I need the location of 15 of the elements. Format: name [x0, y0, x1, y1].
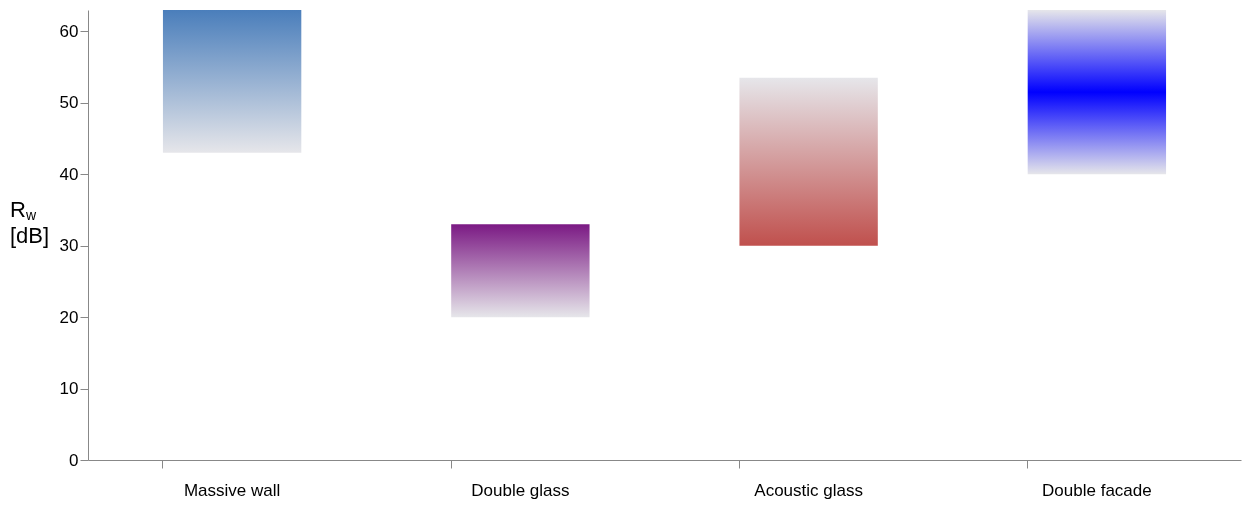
y-tick-label: 10	[59, 379, 79, 399]
y-tick-label: 20	[59, 307, 79, 327]
y-tick-label: 30	[59, 236, 79, 256]
y-tick-label: 60	[59, 21, 79, 41]
bar	[739, 77, 878, 246]
y-tick-label: 40	[59, 164, 79, 184]
x-tick-label: Acoustic glass	[754, 480, 863, 500]
y-tick-label: 0	[69, 450, 79, 470]
x-tick-label: Double facade	[1042, 480, 1152, 500]
x-tick-label: Double glass	[471, 480, 570, 500]
y-tick-label: 50	[59, 93, 79, 113]
bar	[451, 224, 590, 318]
bar	[1027, 10, 1167, 175]
x-tick-label: Massive wall	[183, 480, 281, 500]
bar	[162, 10, 302, 153]
